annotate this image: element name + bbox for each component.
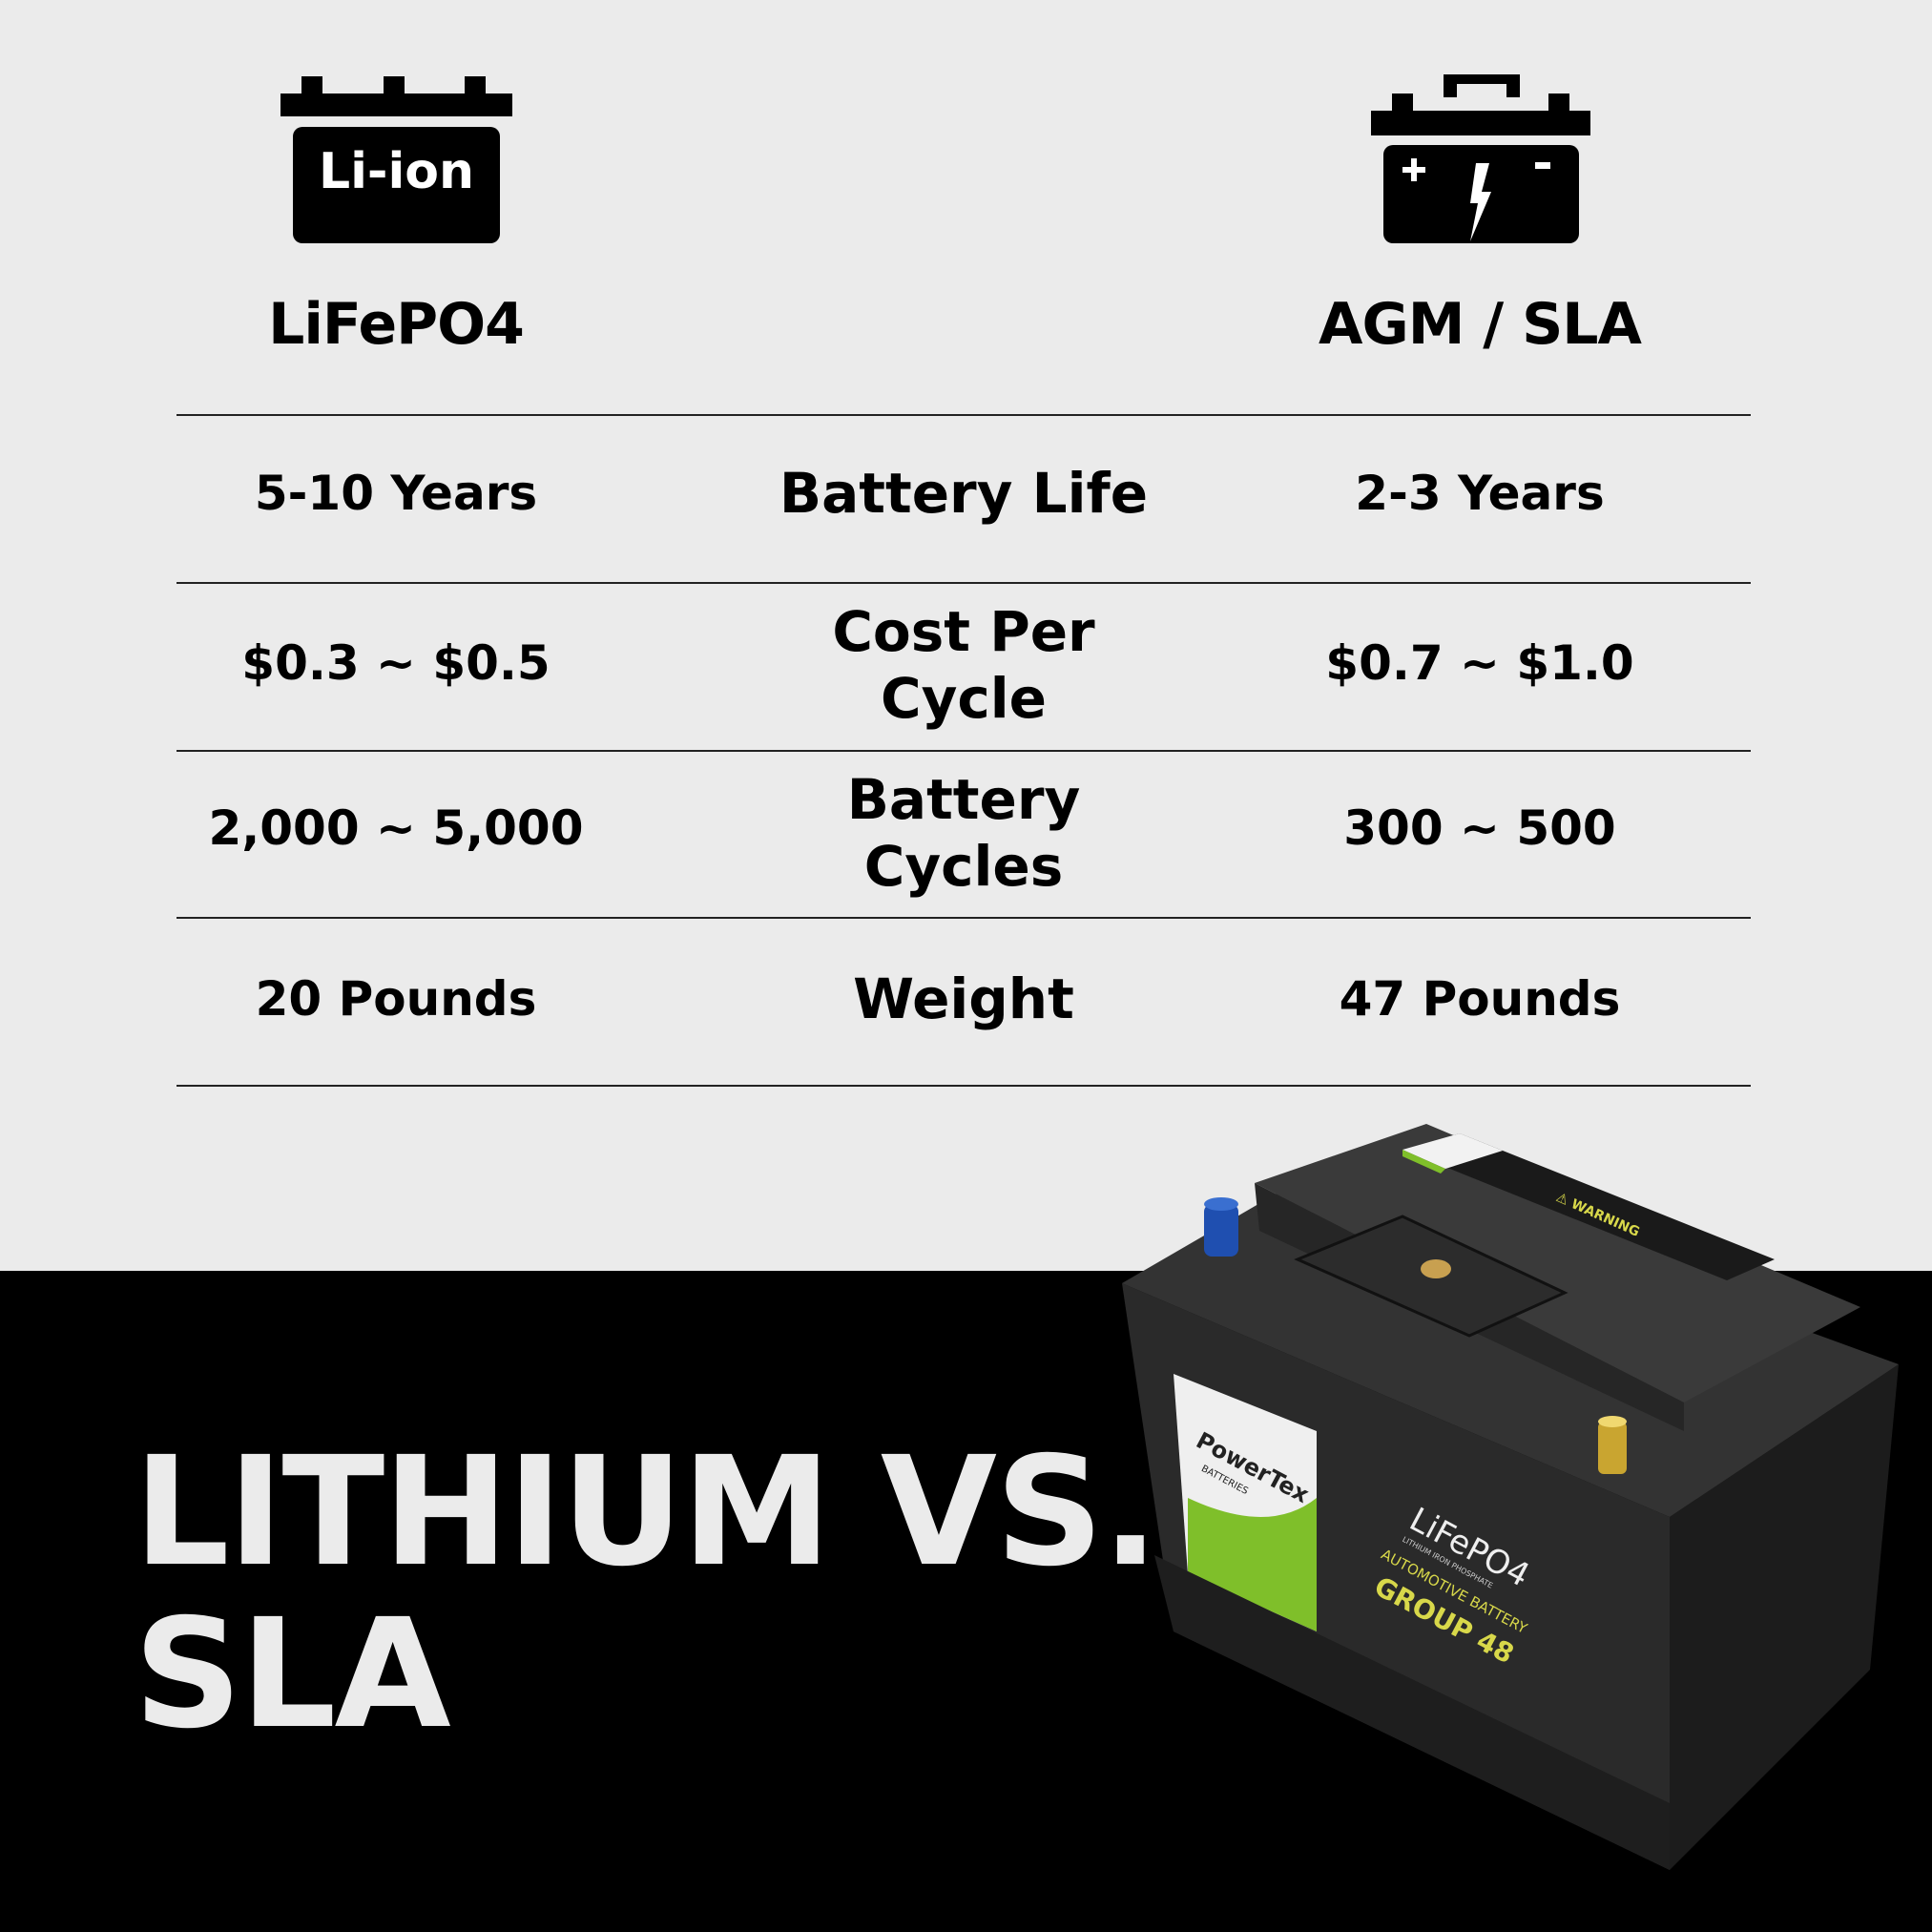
row-label: Battery Life xyxy=(779,461,1149,526)
headline-line-2: SLA xyxy=(134,1587,451,1762)
agm-value: 300 ~ 500 xyxy=(1343,800,1616,856)
divider xyxy=(177,1085,1751,1087)
agm-value: 47 Pounds xyxy=(1339,971,1621,1027)
li-ion-icon-text: Li-ion xyxy=(318,143,475,200)
agm-value: 2-3 Years xyxy=(1355,466,1605,521)
lifepo4-column-title: LiFePO4 xyxy=(268,291,525,358)
divider xyxy=(177,582,1751,584)
lifepo4-value: 20 Pounds xyxy=(255,971,537,1027)
product-battery-image: ⚠ WARNING PowerTex BATTERIES LiFePO4 LIT… xyxy=(1116,1116,1908,1908)
li-ion-battery-icon: Li-ion xyxy=(280,76,512,243)
row-label: Weight xyxy=(853,966,1074,1031)
row-label: Cost Per Cycle xyxy=(832,599,1095,731)
agm-value: $0.7 ~ $1.0 xyxy=(1325,635,1634,691)
lead-acid-battery-icon xyxy=(1371,74,1590,243)
divider xyxy=(177,414,1751,416)
divider xyxy=(177,750,1751,752)
divider xyxy=(177,917,1751,919)
headline-line-1: LITHIUM VS. xyxy=(134,1424,1159,1600)
lifepo4-value: $0.3 ~ $0.5 xyxy=(241,635,551,691)
lifepo4-value: 2,000 ~ 5,000 xyxy=(208,800,584,856)
row-label: Battery Cycles xyxy=(846,767,1081,899)
lifepo4-value: 5-10 Years xyxy=(254,466,538,521)
agm-sla-column-title: AGM / SLA xyxy=(1319,291,1642,358)
headline: LITHIUM VS. SLA xyxy=(134,1424,1159,1762)
